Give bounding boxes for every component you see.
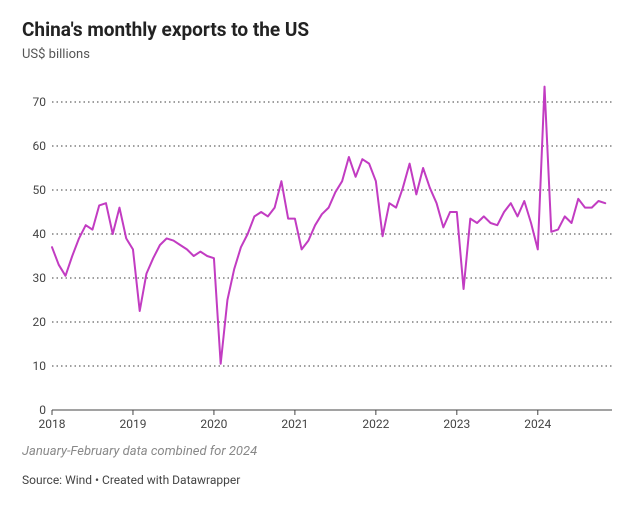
chart-subtitle: US$ billions	[22, 47, 618, 62]
x-tick-label: 2019	[119, 417, 146, 431]
chart-source: Source: Wind • Created with Datawrapper	[22, 473, 618, 487]
y-tick-label: 0	[39, 403, 46, 417]
chart-title: China's monthly exports to the US	[22, 18, 618, 41]
y-tick-label: 30	[33, 271, 47, 285]
chart-note: January-February data combined for 2024	[22, 444, 618, 459]
x-tick-label: 2020	[200, 417, 227, 431]
x-tick-label: 2024	[524, 417, 551, 431]
x-tick-label: 2022	[362, 417, 389, 431]
y-tick-label: 70	[33, 95, 47, 109]
y-tick-label: 50	[33, 183, 47, 197]
data-line	[52, 87, 605, 364]
x-tick-label: 2021	[281, 417, 308, 431]
line-chart-svg: 0 10 20 30 40 50 60 70 2018 2019 2020 2021 2022 2023 2…	[22, 74, 618, 434]
chart-container: China's monthly exports to the US US$ bi…	[0, 0, 640, 516]
x-tick-label: 2023	[443, 417, 470, 431]
y-tick-label: 60	[33, 139, 47, 153]
y-tick-label: 40	[33, 227, 47, 241]
x-tick-label: 2018	[39, 417, 66, 431]
y-tick-label: 20	[33, 315, 47, 329]
plot-area: 0 10 20 30 40 50 60 70 2018 2019 2020 2021 2022 2023 2…	[22, 74, 618, 434]
y-tick-label: 10	[33, 359, 47, 373]
